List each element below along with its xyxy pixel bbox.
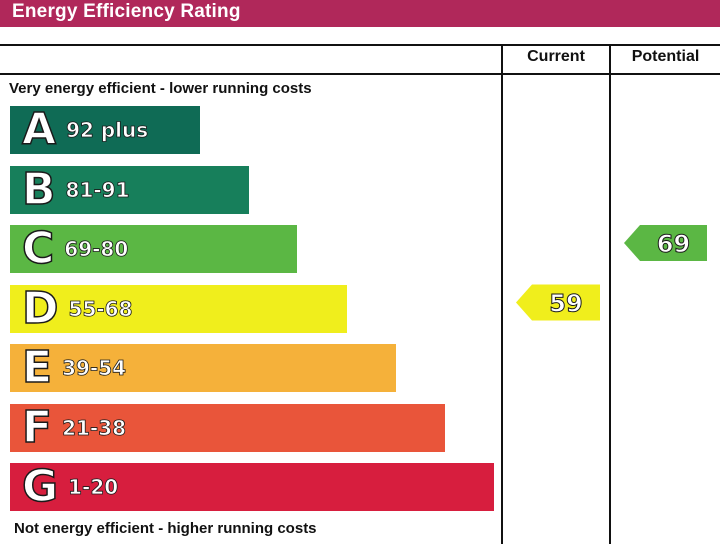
band-range: 1-20 — [68, 475, 119, 499]
band-letter: B — [21, 163, 56, 215]
header-divider — [0, 73, 720, 75]
band-f: F 21-38 — [10, 401, 445, 453]
band-range: 92 plus — [66, 118, 149, 142]
band-a: A 92 plus — [10, 106, 200, 154]
band-range: 69-80 — [64, 237, 129, 261]
band-letter: D — [21, 282, 59, 334]
divider-potential — [609, 44, 611, 544]
band-g: G 1-20 — [10, 463, 494, 511]
band-letter: F — [21, 401, 53, 453]
band-letter: A — [21, 104, 57, 155]
header-bar: Energy Efficiency Rating — [0, 0, 720, 27]
divider-current — [501, 44, 503, 544]
chart-title: Energy Efficiency Rating — [12, 1, 241, 22]
band-letter: C — [21, 223, 55, 274]
band-letter: G — [21, 461, 59, 512]
note-inefficient: Not energy efficient - higher running co… — [14, 520, 317, 537]
band-b: B 81-91 — [10, 163, 249, 215]
note-efficient: Very energy efficient - lower running co… — [9, 80, 312, 97]
band-c: C 69-80 — [10, 225, 297, 273]
band-e: E 39-54 — [10, 344, 396, 392]
band-range: 55-68 — [68, 296, 133, 321]
column-current-heading: Current — [527, 48, 585, 65]
rating-table — [0, 44, 720, 544]
band-d: D 55-68 — [10, 282, 347, 334]
column-potential-heading: Potential — [631, 48, 700, 65]
band-letter: E — [21, 342, 53, 393]
band-range: 39-54 — [62, 356, 127, 380]
band-range: 21-38 — [62, 415, 127, 440]
band-range: 81-91 — [65, 177, 130, 202]
